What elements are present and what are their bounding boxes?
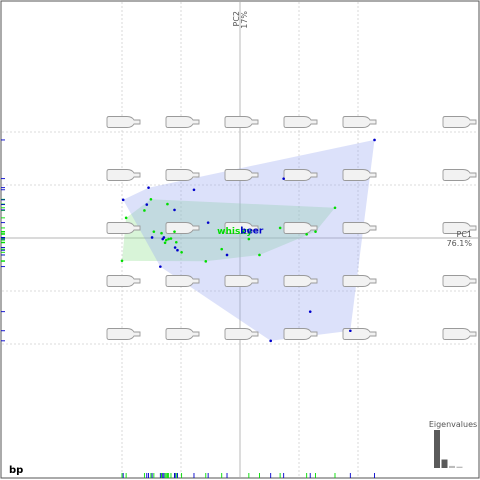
beer-point	[174, 246, 177, 249]
eigenvalue-inset: Eigenvalues	[429, 420, 477, 469]
whisky-point	[314, 230, 317, 233]
axis-pc2-percent: 17%	[240, 11, 249, 29]
bottle-icon	[107, 329, 140, 340]
whisky-point	[166, 203, 169, 206]
beer-point	[151, 236, 154, 239]
left-rug	[1, 140, 5, 341]
whisky-point	[165, 239, 168, 242]
beer-point	[173, 209, 176, 212]
bottle-icon	[343, 117, 376, 128]
group-label-beer: beer	[240, 226, 264, 236]
beer-point	[309, 310, 312, 313]
whisky-point	[121, 259, 124, 262]
whisky-point	[164, 241, 167, 244]
beer-point	[176, 249, 179, 252]
beer-point	[349, 329, 352, 332]
beer-point	[122, 199, 125, 202]
beer-point	[373, 139, 376, 142]
chart-tag: bp	[9, 465, 23, 476]
beer-point	[282, 177, 285, 180]
whisky-point	[279, 227, 282, 230]
eigenvalue-bar	[442, 460, 448, 468]
bottom-rug	[122, 473, 375, 478]
axis-pc1-name: PC1	[457, 230, 473, 239]
whisky-point	[180, 251, 183, 254]
axis-pc1-percent: 76.1%	[447, 239, 473, 248]
bottle-icon	[343, 170, 376, 181]
whisky-point	[175, 241, 178, 244]
whisky-point	[248, 238, 251, 241]
bottle-icon	[443, 170, 476, 181]
bottle-icon	[443, 117, 476, 128]
bottle-icon	[107, 170, 140, 181]
beer-point	[161, 238, 164, 241]
bottle-icon	[443, 329, 476, 340]
bottle-icon	[225, 117, 258, 128]
whisky-point	[170, 237, 173, 240]
beer-point	[159, 265, 162, 268]
bottle-icon	[343, 276, 376, 287]
beer-point	[145, 203, 148, 206]
beer-point	[207, 221, 210, 224]
whisky-point	[220, 248, 223, 251]
bottle-icon	[166, 329, 199, 340]
beer-point	[269, 340, 272, 343]
eigenvalue-bar	[434, 430, 440, 468]
whisky-point	[153, 230, 156, 233]
whisky-point	[150, 198, 153, 201]
beer-point	[147, 186, 150, 189]
whisky-point	[160, 232, 163, 235]
bottle-icon	[284, 117, 317, 128]
whisky-point	[167, 238, 170, 241]
eigenvalue-bar	[457, 467, 463, 468]
whisky-point	[125, 217, 128, 220]
beer-point	[226, 254, 229, 257]
bottle-icon	[107, 117, 140, 128]
whisky-point	[258, 254, 261, 257]
whisky-point	[173, 230, 176, 233]
whisky-point	[143, 209, 146, 212]
bottle-icon	[225, 329, 258, 340]
whisky-point	[305, 233, 308, 236]
bottle-icon	[107, 276, 140, 287]
eigenvalue-inset-title: Eigenvalues	[429, 420, 477, 429]
bottle-icon	[343, 223, 376, 234]
eigenvalue-bar	[449, 466, 455, 468]
bottle-icon	[443, 276, 476, 287]
whisky-point	[204, 260, 207, 263]
beer-point	[193, 188, 196, 191]
bottle-icon	[343, 329, 376, 340]
whisky-point	[334, 206, 337, 209]
bottle-icon	[166, 117, 199, 128]
